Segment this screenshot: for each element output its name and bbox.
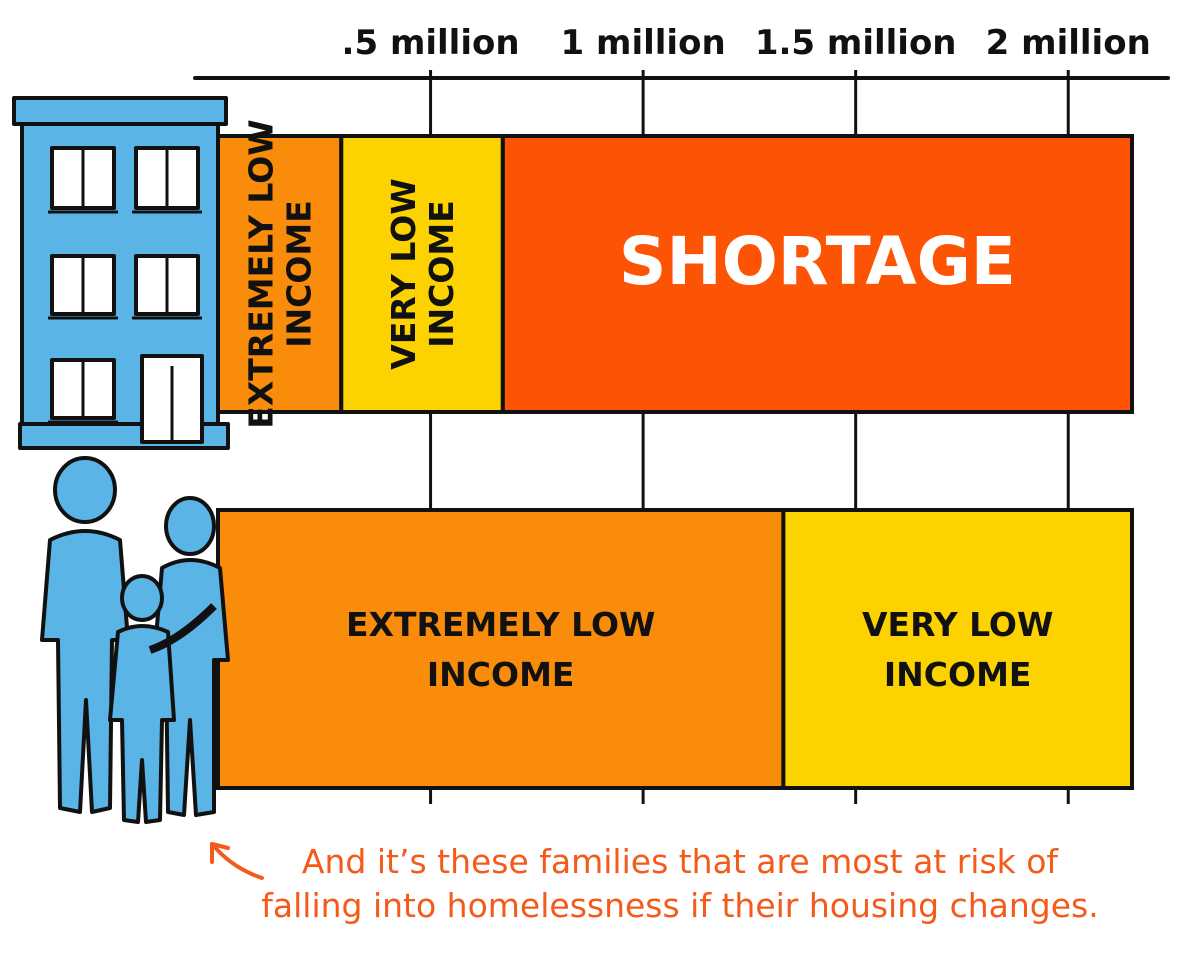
segment-label: EXTREMELY LOW INCOME <box>242 119 319 428</box>
tick-label: 1.5 million <box>755 23 957 63</box>
segment-label: SHORTAGE <box>619 223 1016 300</box>
bar-segment <box>216 134 344 414</box>
segment-label-line: INCOME <box>884 655 1032 694</box>
segment-label-line: INCOME <box>280 200 319 348</box>
segment-label-group: EXTREMELY LOW INCOME VERY LOW INCOME SHORTAG… <box>242 119 1054 694</box>
segment-label-line: INCOME <box>427 655 575 694</box>
tick-label: 2 million <box>986 23 1151 63</box>
curved-arrow-icon <box>210 842 264 880</box>
bar-segment <box>339 134 505 414</box>
segment-label-line: VERY LOW <box>862 605 1053 644</box>
segment-label: VERY LOW INCOME <box>384 178 461 369</box>
caption-line-2: falling into homelessness if their housi… <box>261 886 1099 925</box>
family-icon <box>40 456 230 824</box>
segment-label-line: VERY LOW <box>384 178 423 369</box>
bar-segment <box>216 508 786 790</box>
tick-label: 1 million <box>561 23 726 63</box>
bar-group <box>216 134 1135 790</box>
segment-label-line: EXTREMELY LOW <box>242 119 281 428</box>
caption-line-1: And it’s these families that are most at… <box>301 842 1059 881</box>
segment-label-line: INCOME <box>422 200 461 348</box>
apartment-building-icon <box>12 96 230 450</box>
segment-label-line: EXTREMELY LOW <box>346 605 655 644</box>
tick-group: .5 million 1 million 1.5 million 2 million <box>342 23 1151 804</box>
bar-segment <box>781 508 1134 790</box>
bar-segment <box>500 134 1135 414</box>
tick-label: .5 million <box>342 23 520 63</box>
caption: And it’s these families that are most at… <box>200 840 1160 928</box>
